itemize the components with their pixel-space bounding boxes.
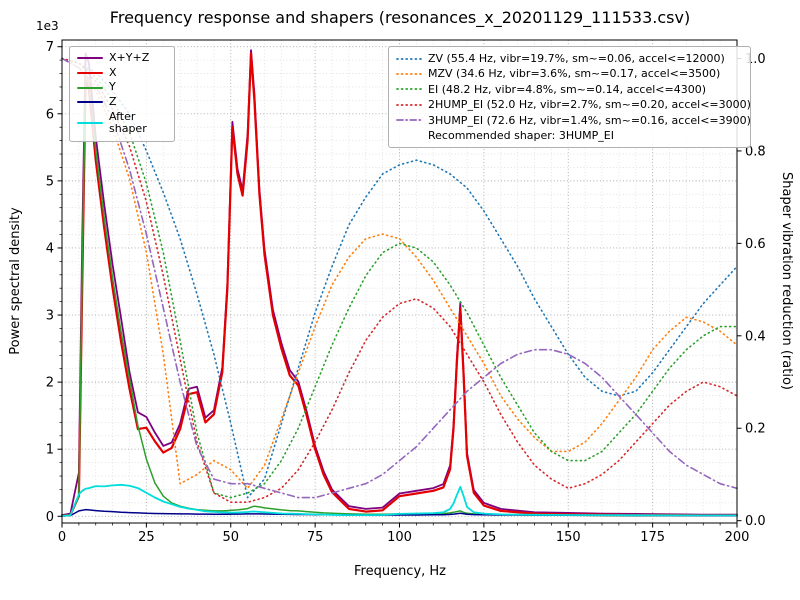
- legend-item-EI: EI (48.2 Hz, vibr=4.8%, sm~=0.14, accel<…: [396, 82, 743, 97]
- legend-item-recommended-shaper: Recommended shaper: 3HUMP_EI: [396, 128, 743, 143]
- legend-item-z-label: Z: [109, 94, 117, 108]
- legend-shapers: ZV (55.4 Hz, vibr=19.7%, sm~=0.06, accel…: [388, 46, 751, 149]
- psd-curve-z: [61, 508, 738, 517]
- shaper-curve-EI: [61, 57, 738, 499]
- x-tick-label: 200: [725, 530, 750, 545]
- legend-swatch: [396, 131, 422, 141]
- y-left-tick-label: 7: [46, 40, 54, 55]
- legend-item-x-label: X: [109, 65, 117, 79]
- x-axis-label: Frequency, Hz: [354, 564, 446, 579]
- y-right-tick-label: 0.6: [745, 237, 766, 252]
- legend-psd: X+Y+Z X Y Z After shaper: [69, 46, 175, 142]
- legend-item-2HUMP_EI: 2HUMP_EI (52.0 Hz, vibr=2.7%, sm~=0.20, …: [396, 97, 751, 112]
- plot-area: 0 25 50 75 100 125 150 175 200 0 1 2 3 4 5 6 7 0.0 0.2 0.4 0…: [46, 39, 766, 545]
- legend-item-z: Z: [77, 95, 167, 110]
- legend-item-ZV: ZV (55.4 Hz, vibr=19.7%, sm~=0.06, accel…: [396, 51, 743, 66]
- x-tick-label: 75: [307, 530, 324, 545]
- y-right-tick-label: 0.8: [745, 144, 766, 159]
- legend-swatch: [77, 101, 103, 104]
- y-left-tick-label: 4: [46, 241, 54, 256]
- legend-swatch: [396, 73, 422, 75]
- x-tick-label: 175: [640, 530, 665, 545]
- y-left-offset-text: 1e3: [36, 19, 59, 33]
- legend-item-x: X: [77, 66, 167, 81]
- shaper-curve-3HUMP_EI: [61, 57, 738, 499]
- shaper-curve-2HUMP_EI: [61, 57, 738, 503]
- x-tick-label: 50: [222, 530, 239, 545]
- legend-swatch: [77, 57, 103, 60]
- legend-item-MZV: MZV (34.6 Hz, vibr=3.6%, sm~=0.17, accel…: [396, 66, 743, 81]
- legend-item-after-shaper-label: After shaper: [109, 109, 147, 136]
- legend-item-y-label: Y: [109, 80, 116, 94]
- shaper-curve-ZV: [61, 57, 738, 499]
- psd-curve-after-shaper: [61, 483, 738, 517]
- chart-title: Frequency response and shapers (resonanc…: [110, 8, 690, 28]
- legend-item-2HUMP_EI-label: 2HUMP_EI (52.0 Hz, vibr=2.7%, sm~=0.20, …: [428, 98, 751, 112]
- legend-item-3HUMP_EI-label: 3HUMP_EI (72.6 Hz, vibr=1.4%, sm~=0.16, …: [428, 113, 751, 127]
- legend-item-ZV-label: ZV (55.4 Hz, vibr=19.7%, sm~=0.06, accel…: [428, 52, 725, 65]
- legend-swatch: [396, 119, 422, 122]
- legend-swatch: [77, 86, 103, 89]
- legend-swatch: [396, 88, 422, 91]
- y-left-axis-label: Power spectral density: [8, 207, 23, 355]
- y-right-axis-label: Shaper vibration reduction (ratio): [779, 172, 794, 390]
- legend-swatch: [77, 71, 103, 74]
- y-left-tick-label: 3: [46, 309, 54, 324]
- legend-item-after-shaper: After shaper: [77, 110, 167, 137]
- x-tick-label: 25: [138, 530, 155, 545]
- y-right-tick-label: 0.0: [745, 514, 766, 529]
- legend-item-recommended-shaper-label: Recommended shaper: 3HUMP_EI: [428, 128, 614, 142]
- y-left-tick-label: 1: [46, 443, 54, 458]
- psd-curve-y: [61, 72, 738, 517]
- legend-swatch: [396, 57, 422, 60]
- y-right-tick-label: 0.4: [745, 329, 766, 344]
- y-left-tick-label: 0: [46, 510, 54, 525]
- x-tick-label: 150: [556, 530, 581, 545]
- legend-item-MZV-label: MZV (34.6 Hz, vibr=3.6%, sm~=0.17, accel…: [428, 67, 721, 81]
- legend-swatch: [396, 103, 422, 106]
- y-left-tick-label: 6: [46, 107, 54, 122]
- legend-item-x+y+z: X+Y+Z: [77, 51, 167, 66]
- y-left-tick-label: 5: [46, 174, 54, 189]
- legend-item-x+y+z-label: X+Y+Z: [109, 51, 150, 64]
- y-left-tick-label: 2: [46, 376, 54, 391]
- y-right-tick-label: 0.2: [745, 422, 766, 437]
- legend-item-EI-label: EI (48.2 Hz, vibr=4.8%, sm~=0.14, accel<…: [428, 82, 706, 96]
- legend-item-3HUMP_EI: 3HUMP_EI (72.6 Hz, vibr=1.4%, sm~=0.16, …: [396, 113, 751, 128]
- psd-curve-x: [60, 52, 739, 517]
- x-tick-label: 0: [58, 530, 66, 545]
- x-tick-label: 100: [387, 530, 412, 545]
- x-tick-label: 125: [471, 530, 496, 545]
- legend-swatch: [77, 122, 103, 125]
- legend-item-y: Y: [77, 80, 167, 95]
- shaper-curve-MZV: [61, 57, 738, 490]
